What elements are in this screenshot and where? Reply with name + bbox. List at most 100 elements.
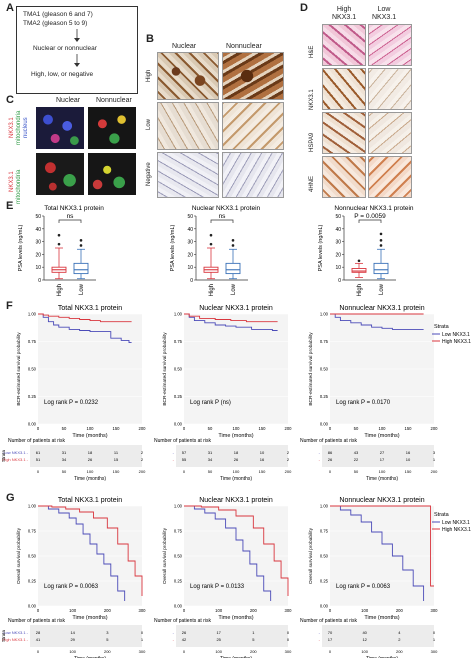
g-legend-title: Strata (434, 512, 450, 518)
e-ytick-label: 10 (35, 265, 41, 271)
g-risk-xtick: 300 (431, 649, 438, 654)
e-ytick-label: 20 (187, 252, 193, 258)
f-risk-value: 34 (208, 457, 213, 462)
e-chart-1: Nuclear NKX3.1 protein PSA levels (ng/mL)… (170, 205, 261, 296)
d-image-nkx31-low (368, 68, 412, 110)
panel-g-overall-survival: Total NKX3.1 protein Overall survival pro… (1, 497, 471, 658)
f-logrank-label: Log rank P = 0.0170 (336, 400, 391, 406)
g-risk-value: 0 (287, 630, 290, 635)
e-sig-label: ns (219, 213, 227, 220)
g-risk-xtick: 0 (329, 649, 332, 654)
e-outlier (379, 232, 383, 236)
g-risk-value: 28 (36, 630, 41, 635)
g-series-high (330, 505, 434, 587)
e-outlier (379, 239, 383, 242)
g-xtick-label: 200 (104, 608, 112, 613)
g-risk-row-dash: - (173, 637, 175, 642)
e-ytick-label: 40 (35, 227, 41, 233)
g-xtick-label: 0 (183, 608, 186, 613)
f-chart-title: Total NKX3.1 protein (58, 305, 122, 312)
c-col-nuclear: Nuclear (56, 97, 81, 104)
b-image-low-nuclear (157, 102, 219, 150)
g-legend-high-label: High NKX3.1 (442, 527, 471, 533)
f-risk-value: 2 (141, 450, 144, 455)
g-ytick-label: 0.25 (320, 579, 329, 584)
g-risk-value: 41 (36, 637, 41, 642)
g-risk-value: 70 (328, 630, 333, 635)
g-series-low (184, 505, 272, 601)
f-risk-value: 15 (114, 457, 119, 462)
g-risk-value: 17 (328, 637, 333, 642)
e-ytick-label: 30 (35, 240, 41, 246)
d-row-nkx31: NKX3.1 (309, 89, 315, 110)
f-risk-xtick: 150 (405, 469, 412, 474)
e-chart-0: Total NKX3.1 protein PSA levels (ng/mL) 0 1… (18, 205, 104, 296)
f-risk-title: Number of patients at risk (8, 438, 65, 444)
f-risk-xtick: 0 (183, 469, 186, 474)
g-logrank-label: Log rank P = 0.0063 (336, 584, 391, 590)
f-risk-xtick: 150 (113, 469, 120, 474)
e-ytick-label: 30 (335, 240, 341, 246)
e-sig-bracket (58, 219, 82, 223)
f-risk-xlabel: Time (months) (220, 476, 252, 482)
e-ytick-label: 0 (338, 278, 341, 284)
f-risk-xtick: 100 (379, 469, 386, 474)
e-outlier (79, 239, 83, 242)
c-image-nuclear-2 (35, 152, 85, 196)
g-strata-label: Strata (1, 630, 6, 643)
e-chart-title: Total NKX3.1 protein (44, 205, 104, 212)
f-risk-value: 55 (182, 457, 187, 462)
g-xtick-label: 200 (250, 608, 258, 613)
g-ytick-label: 0.75 (174, 529, 183, 534)
g-risk-title: Number of patients at risk (300, 618, 357, 624)
e-outlier (79, 244, 83, 247)
f-risk-row-label: Low NKX3.1 - (3, 450, 28, 455)
f-xtick-label: 200 (139, 426, 147, 431)
f-risk-row-label: High NKX3.1 - (2, 457, 28, 462)
f-risk-value: 31 (208, 450, 213, 455)
g-risk-xtick: 200 (250, 649, 257, 654)
f-ytick-label: 0.00 (320, 422, 329, 427)
e-category-label: Low (231, 283, 237, 295)
f-xtick-label: 50 (354, 426, 359, 431)
f-logrank-label: Log rank P = 0.0232 (44, 400, 99, 406)
panel-letter-b: B (146, 33, 154, 45)
g-series-low (330, 505, 425, 601)
e-ytick-label: 40 (335, 227, 341, 233)
f-risk-xtick: 50 (62, 469, 67, 474)
g-legend-low-label: Low NKX3.1 (442, 520, 470, 526)
c-col-nonnuclear: Nonnuclear (96, 97, 132, 104)
g-ytick-label: 0.75 (320, 529, 329, 534)
g-xtick-label: 300 (139, 608, 147, 613)
g-risk-value: 14 (70, 630, 75, 635)
g-risk-xtick: 300 (139, 649, 146, 654)
e-outlier (57, 233, 61, 237)
f-risk-value: 26 (88, 457, 93, 462)
f-risk-title: Number of patients at risk (300, 438, 357, 444)
f-risk-value: 2 (141, 457, 144, 462)
f-risk-value: 34 (62, 457, 67, 462)
d-row-he: H&E (309, 45, 315, 58)
e-ytick-label: 20 (335, 252, 341, 258)
f-risk-row-dash: - (319, 457, 321, 462)
f-risk-value: 11 (114, 450, 119, 455)
g-chart-0: Total NKX3.1 protein Overall survival pro… (1, 497, 146, 658)
e-ytick-label: 10 (187, 265, 193, 271)
g-risk-value: 17 (216, 630, 221, 635)
g-ylabel: Overall survival probability (16, 527, 22, 584)
b-image-high-nuclear (157, 52, 219, 100)
g-risk-value: 0 (433, 630, 436, 635)
f-strata-label: Strata (1, 450, 6, 463)
g-risk-xtick: 200 (396, 649, 403, 654)
g-xlabel: Time (months) (364, 615, 399, 621)
f-xtick-label: 150 (113, 426, 121, 431)
g-ytick-label: 0.50 (28, 554, 37, 559)
d-image-he-low (368, 24, 412, 66)
f-chart-title: Nonnuclear NKX3.1 protein (339, 305, 424, 312)
f-ytick-label: 0.50 (174, 367, 183, 372)
g-ytick-label: 0.00 (174, 604, 183, 609)
g-xtick-label: 200 (396, 608, 404, 613)
e-box (351, 268, 367, 273)
